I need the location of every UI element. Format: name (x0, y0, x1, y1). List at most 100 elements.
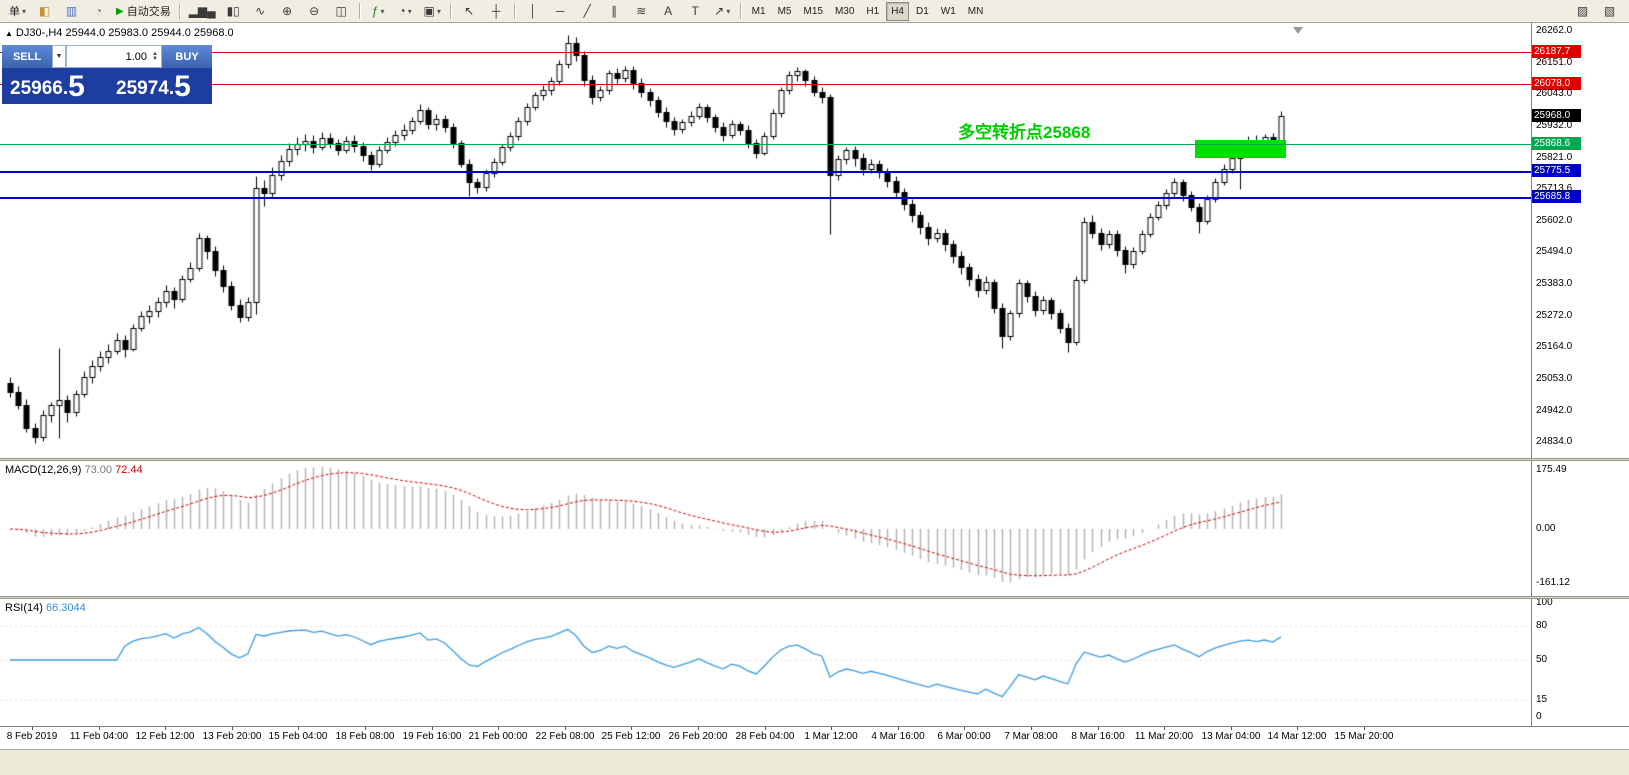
label-icon[interactable]: T (683, 1, 708, 22)
panel-splitter[interactable] (0, 596, 1629, 599)
tile-windows-icon[interactable]: ◫ (329, 1, 354, 22)
channel-icon: ∥ (611, 4, 618, 18)
level-line-25868.6[interactable] (0, 144, 1531, 145)
dropdown-caret-icon[interactable]: ▾ (380, 6, 385, 16)
dropdown-caret-icon[interactable]: ▾ (436, 6, 441, 16)
price-axis-border (1531, 23, 1532, 749)
buy-button[interactable]: BUY (162, 45, 212, 68)
price-axis-label: 26262.0 (1536, 25, 1573, 36)
dropdown-caret-icon[interactable]: ▾ (407, 6, 412, 16)
time-axis-label: 6 Mar 00:00 (937, 731, 991, 742)
green-zone-rectangle[interactable] (1195, 140, 1286, 158)
time-axis-label: 13 Feb 20:00 (202, 731, 262, 742)
timeframe-button-m30[interactable]: M30 (834, 5, 855, 17)
templates-icon[interactable]: ▣ ▾ (420, 1, 445, 22)
timeframe-button-h1[interactable]: H1 (866, 5, 880, 17)
lot-down-icon[interactable]: ▼ (152, 55, 158, 62)
lot-size-value: 1.00 (125, 50, 147, 63)
navigator-icon[interactable]: ◔ (86, 1, 111, 22)
level-line-26187.7[interactable] (0, 52, 1531, 53)
timeframe-button-m1[interactable]: M1 (751, 5, 766, 17)
timeframe-button-m5[interactable]: M5 (777, 5, 792, 17)
time-axis[interactable]: 8 Feb 2019 11 Feb 04:00 12 Feb 12:00 13 Feb… (0, 727, 1629, 749)
chart-edit-icon[interactable]: ▨ (1570, 1, 1595, 22)
rsi-title: RSI(14) (5, 602, 43, 614)
symbol-label: DJ30-,H4 (15, 27, 63, 39)
cursor-icon[interactable]: ↖ (457, 1, 482, 22)
timeframe-button-h4[interactable]: H4 (886, 1, 909, 21)
time-axis-label: 15 Mar 20:00 (1334, 731, 1394, 742)
main-chart-canvas[interactable] (0, 23, 1531, 458)
dropdown-caret-icon[interactable]: ▾ (726, 6, 731, 16)
time-axis-tick (365, 727, 366, 730)
time-axis-tick (298, 727, 299, 730)
time-axis-tick (498, 727, 499, 730)
lot-spinner[interactable]: ▲ ▼ (149, 50, 161, 62)
rsi-panel-canvas[interactable] (0, 599, 1531, 726)
timeframe-button-w1[interactable]: W1 (940, 5, 956, 17)
time-axis-tick (565, 727, 566, 730)
time-axis-tick (1364, 727, 1365, 730)
channel-icon[interactable]: ∥ (602, 1, 627, 22)
time-axis-label: 19 Feb 16:00 (402, 731, 462, 742)
price-axis-label: 26151.0 (1536, 57, 1573, 68)
shapes-icon[interactable]: ↗ ▾ (710, 1, 735, 22)
sell-button[interactable]: SELL (2, 45, 52, 68)
vertical-line-icon[interactable]: │ (521, 1, 546, 22)
level-line-25775.5[interactable] (0, 171, 1531, 173)
timeframe-button-m15[interactable]: M15 (803, 5, 823, 17)
periods-icon[interactable]: ◔ ▾ (393, 1, 418, 22)
indicators-icon[interactable]: ƒ ▾ (366, 1, 391, 22)
time-axis-tick (898, 727, 899, 730)
timeframe-group: M1 M5 M15 M30 H1 H4 D1 W1 MN (746, 1, 990, 21)
rsi-axis-label: 50 (1536, 654, 1548, 665)
time-axis-label: 11 Mar 20:00 (1134, 731, 1194, 742)
text-icon[interactable]: A (656, 1, 681, 22)
one-click-toggle-icon[interactable]: ▲ (5, 29, 13, 38)
candlestick-chart-icon[interactable]: ▮▯ (221, 1, 246, 22)
toolbar-right-icons: ▨ ▧ (1569, 1, 1623, 22)
navigator-icon: ◔ (94, 4, 103, 18)
fibonacci-icon[interactable]: ≋ (629, 1, 654, 22)
data-window-icon[interactable]: ▥ (59, 1, 84, 22)
toolbar-separator (513, 3, 516, 19)
chart-shift-marker[interactable] (1293, 27, 1303, 34)
more-tools-icon[interactable]: ▧ (1597, 1, 1622, 22)
macd-value-main: 73.00 (84, 464, 113, 476)
time-axis-label: 26 Feb 20:00 (668, 731, 728, 742)
time-axis-tick (1164, 727, 1165, 730)
market-watch-icon[interactable]: ◧ (32, 1, 57, 22)
line-chart-icon[interactable]: ∿ (248, 1, 273, 22)
timeframe-button-d1[interactable]: D1 (915, 5, 929, 17)
pivot-annotation-text[interactable]: 多空转折点25868 (958, 123, 1091, 142)
time-axis-label: 12 Feb 12:00 (135, 731, 195, 742)
macd-axis-label: 0.00 (1536, 522, 1556, 534)
dropdown-caret-icon[interactable]: ▾ (21, 6, 26, 16)
more-tools-icon: ▧ (1603, 4, 1616, 18)
time-axis-label: 1 Mar 12:00 (804, 731, 858, 742)
price-axis[interactable]: 26187.7 26078.0 25868.6 25775.5 25685.8 25968… (1532, 23, 1629, 749)
level-line-26078.0[interactable] (0, 84, 1531, 85)
lot-up-icon[interactable]: ▲ (152, 50, 158, 57)
autotrading-button[interactable]: ▶ 自动交易 (113, 1, 174, 22)
macd-axis-label: 175.49 (1536, 463, 1567, 475)
zoom-in-icon[interactable]: ⊕ (275, 1, 300, 22)
crosshair-icon[interactable]: ┼ (484, 1, 509, 22)
time-axis-label: 18 Feb 08:00 (335, 731, 395, 742)
lot-size-input[interactable]: 1.00 ▲ ▼ (66, 45, 162, 68)
time-axis-label: 21 Feb 00:00 (468, 731, 528, 742)
timeframe-button-mn[interactable]: MN (967, 5, 984, 17)
trendline-icon[interactable]: ╱ (575, 1, 600, 22)
new-order-button[interactable]: 单 ▾ (5, 1, 30, 22)
zoom-out-icon[interactable]: ⊖ (302, 1, 327, 22)
time-axis-tick (32, 727, 33, 730)
price-axis-label: 25713.6 (1536, 183, 1573, 194)
level-line-25685.8[interactable] (0, 197, 1531, 199)
bar-chart-icon[interactable]: ▂▆▄ (186, 1, 219, 22)
price-badge: 25685.8 (1532, 190, 1581, 203)
panel-splitter[interactable] (0, 458, 1629, 461)
macd-panel-canvas[interactable] (0, 461, 1531, 596)
trade-options-dropdown[interactable]: ▼ (52, 45, 66, 68)
horizontal-line-icon: ─ (555, 4, 565, 18)
horizontal-line-icon[interactable]: ─ (548, 1, 573, 22)
